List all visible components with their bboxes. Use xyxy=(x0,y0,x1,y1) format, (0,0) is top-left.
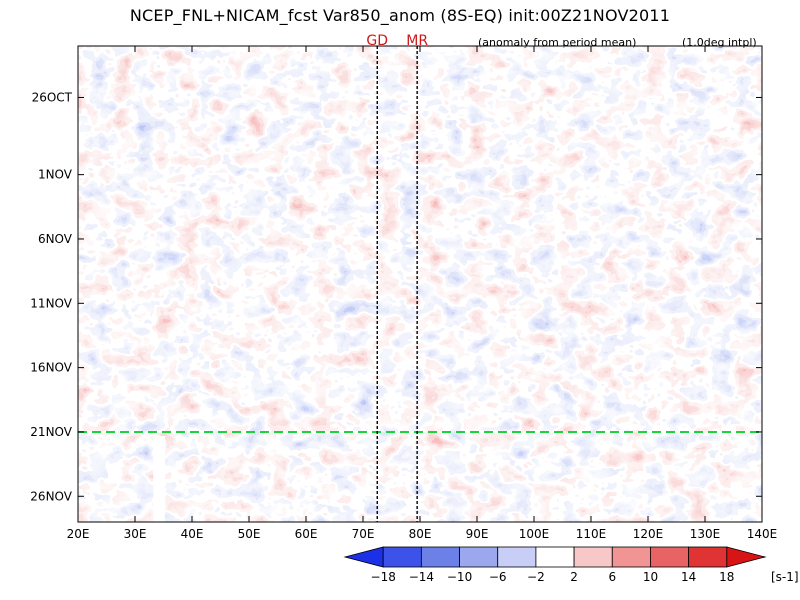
colorbar-segment xyxy=(420,546,460,568)
anomaly-field xyxy=(78,46,762,522)
chart-title: NCEP_FNL+NICAM_fcst Var850_anom (8S-EQ) … xyxy=(129,6,671,25)
colorbar-segment xyxy=(726,546,767,568)
colorbar-label: 2 xyxy=(570,570,578,584)
x-tick-label: 140E xyxy=(747,527,778,541)
colorbar-label: −18 xyxy=(371,570,396,584)
colorbar-segment xyxy=(535,546,575,568)
colorbar-segment xyxy=(650,546,690,568)
y-tick-label: 26NOV xyxy=(30,489,72,503)
colorbar-label: −2 xyxy=(527,570,545,584)
missing-data-gap xyxy=(153,435,166,522)
y-tick-label: 6NOV xyxy=(38,232,73,246)
colorbar-segment xyxy=(688,546,728,568)
colorbar-label: 6 xyxy=(608,570,616,584)
x-tick-label: 130E xyxy=(690,527,721,541)
x-tick-label: 30E xyxy=(124,527,147,541)
colorbar-segment xyxy=(343,546,384,568)
colorbar-label: −14 xyxy=(409,570,434,584)
colorbar-segment xyxy=(382,546,422,568)
colorbar-segment xyxy=(611,546,651,568)
x-tick-label: 60E xyxy=(295,527,318,541)
colorbar-label: 14 xyxy=(681,570,696,584)
x-tick-label: 110E xyxy=(576,527,607,541)
colorbar-label: 18 xyxy=(719,570,734,584)
colorbar-units: [s-1] xyxy=(771,570,799,584)
x-tick-label: 20E xyxy=(67,527,90,541)
x-tick-label: 70E xyxy=(352,527,375,541)
y-tick-label: 11NOV xyxy=(30,296,72,310)
colorbar-label: −10 xyxy=(447,570,472,584)
colorbar-segment xyxy=(573,546,613,568)
x-tick-label: 90E xyxy=(466,527,489,541)
colorbar-label: 10 xyxy=(643,570,658,584)
x-tick-label: 120E xyxy=(633,527,664,541)
y-tick-label: 26OCT xyxy=(32,90,73,104)
colorbar-label: −6 xyxy=(489,570,507,584)
x-tick-label: 40E xyxy=(181,527,204,541)
x-tick-label: 80E xyxy=(409,527,432,541)
y-tick-label: 21NOV xyxy=(30,425,72,439)
colorbar-segment xyxy=(459,546,499,568)
marker-label-mr: MR xyxy=(406,33,428,49)
colorbar: −18 −14 −10 −6 −2 2 6 10 14 18 [s-1] xyxy=(343,546,799,584)
y-tick-label: 16NOV xyxy=(30,361,72,375)
y-tick-label: 1NOV xyxy=(38,168,73,182)
colorbar-segment xyxy=(497,546,537,568)
x-tick-label: 50E xyxy=(238,527,261,541)
x-tick-label: 100E xyxy=(519,527,550,541)
marker-label-gd: GD xyxy=(366,33,388,49)
